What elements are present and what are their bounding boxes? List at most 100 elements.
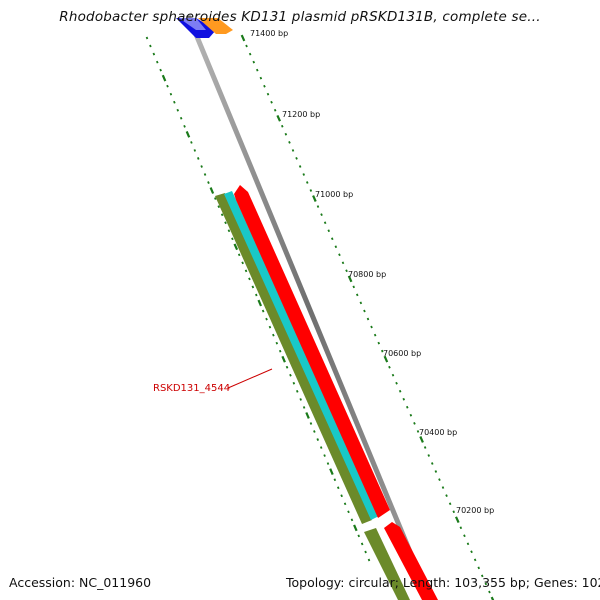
outer-scale-minor-tick [452,510,456,514]
inner-scale-minor-tick [145,36,149,40]
outer-scale-major-tick [347,275,353,283]
inner-scale-minor-tick [323,454,326,457]
outer-scale-minor-tick [395,381,398,385]
outer-scale-minor-tick [270,100,273,104]
gene-red-feature[interactable] [234,185,390,518]
inner-scale-minor-tick [313,430,316,433]
outer-scale-minor-tick [488,590,491,594]
inner-scale-minor-tick [149,44,152,48]
outer-scale-minor-tick [430,462,434,465]
outer-scale-minor-tick [388,365,391,369]
inner-scale-major-tick [257,299,263,307]
outer-scale-minor-tick [366,317,370,321]
outer-scale-major-tick [383,355,389,363]
inner-scale-minor-tick [231,237,234,241]
outer-scale-minor-tick [423,446,427,449]
outer-scale-minor-tick [448,502,452,506]
inner-scale-minor-tick [261,309,265,313]
gene-label-rskd131-4544[interactable]: RSKD131_4544 [153,383,230,394]
outer-scale-minor-tick [380,349,384,353]
outer-scale-minor-tick [438,478,441,481]
outer-scale-minor-tick [280,124,284,128]
outer-scale-minor-tick [320,213,323,216]
inner-scale-minor-tick [333,478,337,482]
outer-scale-minor-tick [466,542,470,546]
outer-scale-minor-tick [473,558,477,562]
gene-red-feature-2[interactable] [384,522,438,600]
inner-scale-minor-tick [302,406,306,409]
outer-scale-minor-tick [288,141,291,144]
plasmid-backbone [185,14,433,600]
outer-scale-minor-tick [245,44,248,48]
outer-scale-minor-tick [252,60,256,64]
inner-scale-major-tick [305,412,310,419]
inner-scale-minor-tick [278,349,282,353]
inner-scale-major-tick [185,130,191,138]
inner-scale-minor-tick [295,389,299,393]
outer-scale-minor-tick [370,325,373,329]
outer-scale-minor-tick [291,149,295,152]
inner-scale-major-tick [233,243,239,251]
outer-scale-minor-tick [405,405,409,409]
inner-scale-major-tick [209,187,215,194]
inner-scale-minor-tick [203,173,207,176]
inner-scale-minor-tick [316,438,320,441]
outer-scale-major-tick [312,195,317,202]
inner-scale-minor-tick [309,422,313,425]
inner-scale-minor-tick [350,518,354,522]
outer-scale-minor-tick [327,229,331,233]
inner-scale-minor-tick [241,261,244,265]
outer-scale-minor-tick [352,285,356,289]
topology-stats-text: Topology: circular; Length: 103,355 bp; … [286,575,600,590]
outer-scale-minor-tick [477,566,481,570]
outer-scale-minor-tick [398,389,402,393]
inner-scale-minor-tick [166,84,169,88]
inner-scale-minor-tick [347,510,350,514]
outer-scale-ruler [240,34,495,600]
inner-scale-minor-tick [319,446,323,449]
inner-scale-minor-tick [214,197,217,200]
gene-cyan-feature[interactable] [224,191,379,520]
inner-scale-major-tick [281,355,286,363]
outer-scale-minor-tick [470,550,473,554]
inner-scale-minor-tick [255,293,258,297]
outer-scale-minor-tick [334,245,338,249]
inner-scale-minor-tick [224,221,227,225]
inner-scale-minor-tick [179,116,183,120]
inner-scale-minor-tick [169,92,173,96]
inner-scale-minor-tick [152,52,156,56]
outer-scale-major-tick [454,516,460,524]
outer-scale-minor-tick [480,574,484,578]
inner-scale-minor-tick [248,277,251,281]
outer-scale-minor-tick [248,52,252,56]
outer-scale-minor-tick [427,454,431,457]
outer-scale-minor-tick [284,132,288,136]
outer-scale-minor-tick [266,92,270,96]
outer-scale-minor-tick [298,165,302,168]
gene-olive-feature-2[interactable] [364,528,410,600]
outer-scale-minor-tick [316,205,320,208]
gene-orange-feature[interactable] [198,18,233,34]
inner-scale-minor-tick [289,373,292,377]
inner-scale-minor-tick [360,542,364,546]
outer-scale-minor-tick [409,413,413,417]
gene-olive-feature[interactable] [215,193,372,524]
inner-scale-minor-tick [196,157,200,160]
inner-scale-minor-tick [272,333,275,337]
outer-scale-minor-tick [413,422,416,425]
outer-scale-minor-tick [302,173,306,176]
inner-scale-minor-tick [173,100,176,104]
gene-pale-feature [179,18,206,30]
outer-scale-minor-tick [363,309,366,313]
inner-scale-major-tick [161,74,167,82]
inner-scale-minor-tick [336,486,340,490]
outer-scale-minor-tick [323,221,327,225]
outer-scale-minor-tick [441,486,445,489]
outer-scale-minor-tick [295,157,298,160]
outer-scale-major-tick [240,34,246,42]
outer-scale-minor-tick [305,181,309,184]
inner-scale-minor-tick [251,285,255,289]
inner-scale-minor-tick [193,149,197,152]
outer-scale-minor-tick [484,582,488,586]
